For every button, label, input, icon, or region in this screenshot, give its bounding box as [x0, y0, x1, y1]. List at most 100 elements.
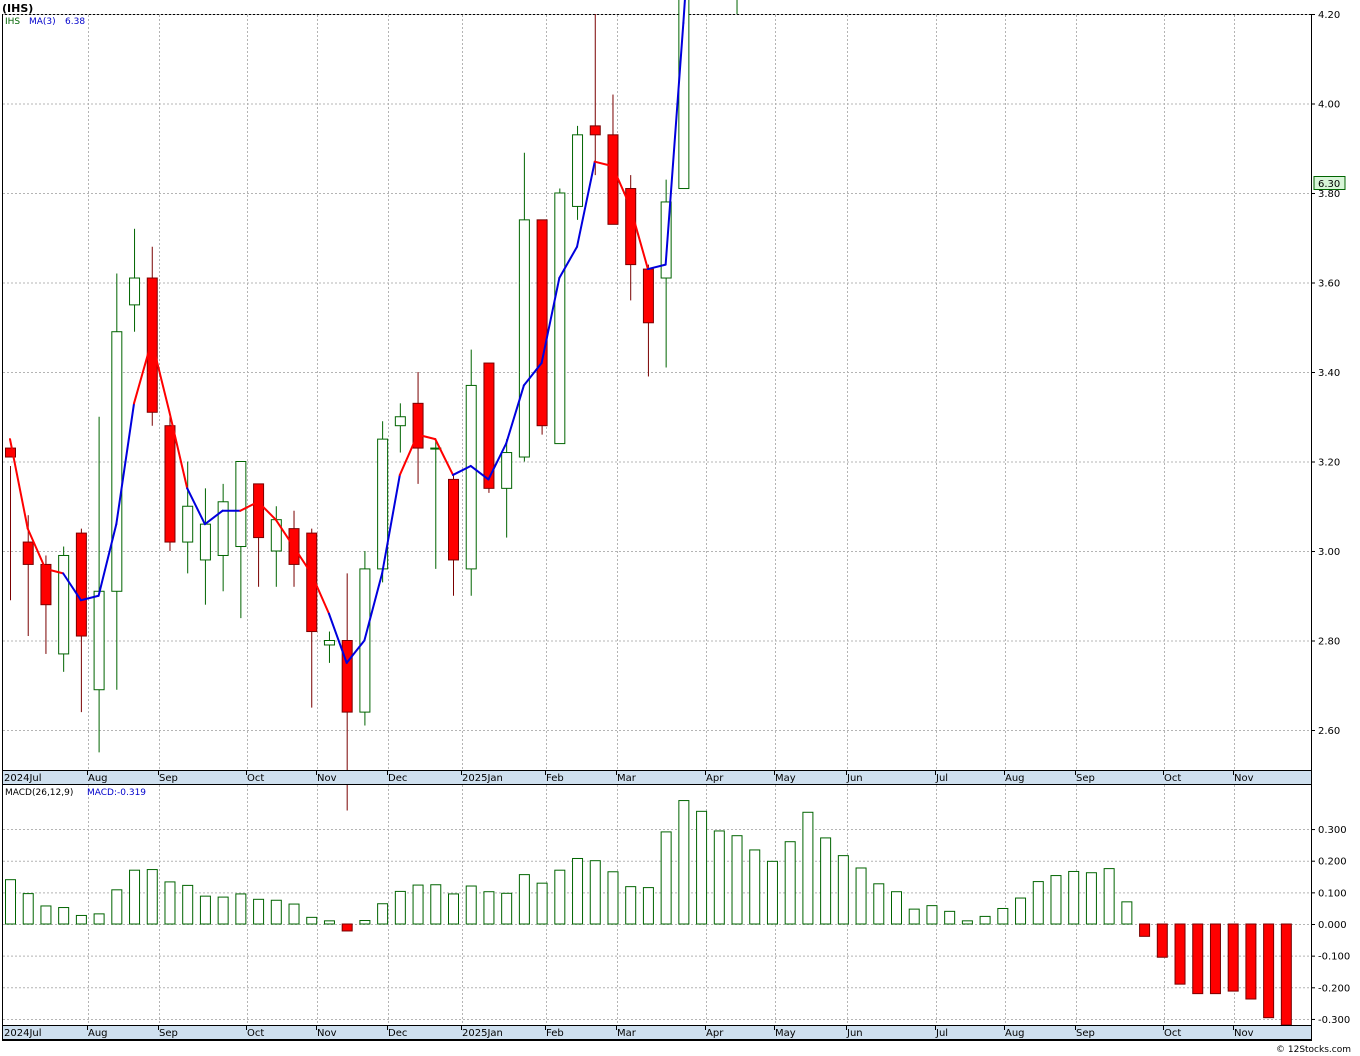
macd-bar-positive — [536, 882, 548, 925]
macd-bar-positive — [288, 903, 300, 925]
candle — [323, 631, 335, 663]
candle — [58, 546, 70, 672]
macd-bar-negative — [341, 923, 353, 932]
macd-bar-positive — [731, 835, 743, 925]
candle — [93, 416, 105, 753]
ma-segment — [44, 567, 65, 575]
candle — [394, 403, 406, 453]
ma-segment — [257, 500, 277, 521]
candle — [430, 439, 442, 569]
date-label: 2024Jul — [4, 1028, 42, 1039]
date-label: Sep — [159, 1028, 178, 1039]
candle — [377, 421, 389, 583]
candle-body-up — [554, 192, 566, 445]
macd-bar-positive — [1015, 897, 1027, 925]
candle — [111, 273, 123, 690]
candle — [518, 152, 530, 462]
macd-bar-positive — [1068, 870, 1080, 925]
candle — [660, 179, 672, 368]
price-tick-label: 2.60 — [1318, 726, 1340, 737]
ma-segment — [26, 527, 47, 570]
candle-body-up — [182, 505, 194, 543]
candle-body-up — [660, 201, 672, 279]
date-label: Jul — [935, 773, 948, 784]
ma-segment — [505, 384, 525, 445]
macd-date-strip — [2, 1025, 1312, 1040]
ma-segment — [239, 500, 260, 512]
ma-segment — [434, 438, 454, 476]
candle — [678, 0, 690, 190]
macd-bar-positive — [129, 869, 141, 925]
ma-segment — [398, 433, 419, 476]
chart-title: (IHS) — [2, 2, 33, 15]
candle-body-up — [465, 384, 477, 570]
candle — [736, 0, 738, 14]
candle-body-down — [483, 362, 495, 489]
date-label: Oct — [247, 1028, 264, 1039]
candle — [572, 125, 584, 220]
price-tick-label: 3.20 — [1318, 458, 1340, 469]
macd-bar-positive — [572, 857, 584, 925]
macd-bar-positive — [306, 916, 318, 925]
date-label: Oct — [1164, 773, 1181, 784]
candle — [253, 483, 265, 587]
macd-bar-negative — [1263, 923, 1275, 1019]
ma-segment — [381, 473, 401, 575]
price-tick-label: 3.80 — [1318, 189, 1340, 200]
price-tick-label: 3.40 — [1318, 368, 1340, 379]
candle-body-up — [93, 590, 105, 691]
candle-body-down — [589, 125, 601, 136]
ma-segment — [168, 411, 189, 490]
macd-tick-label: -0.100 — [1318, 952, 1350, 963]
date-label: Oct — [1164, 1028, 1181, 1039]
candle — [75, 528, 87, 713]
ma-segment — [274, 518, 295, 548]
macd-bar-positive — [1032, 881, 1044, 925]
candle — [642, 264, 654, 377]
date-label: Nov — [1234, 773, 1254, 784]
price-tick-label: 3.60 — [1318, 279, 1340, 290]
candle — [607, 94, 619, 225]
candle — [554, 188, 566, 445]
macd-bar-positive — [1121, 901, 1133, 925]
candle — [164, 416, 176, 551]
ma-segment — [292, 545, 313, 575]
candle-body-down — [306, 532, 318, 633]
ma-segment — [469, 464, 490, 481]
candle — [146, 246, 158, 426]
date-label: Nov — [1234, 1028, 1254, 1039]
price-legend-symbol: IHS — [5, 17, 20, 27]
candle-body-up — [111, 331, 123, 592]
macd-bar-positive — [1103, 868, 1115, 925]
candle — [589, 14, 601, 176]
macd-bar-positive — [235, 893, 247, 925]
macd-bar-positive — [58, 907, 70, 925]
date-label: Aug — [1005, 1028, 1025, 1039]
macd-bar-positive — [908, 908, 920, 925]
candle-body-down — [536, 219, 548, 427]
date-label: Sep — [1076, 1028, 1095, 1039]
macd-bar-positive — [607, 871, 619, 925]
macd-bar-positive — [589, 860, 601, 925]
macd-tick-label: 0.200 — [1318, 857, 1347, 868]
candle-body-up — [58, 554, 70, 655]
macd-bar-positive — [111, 889, 123, 925]
macd-bar-positive — [5, 879, 16, 925]
ma-segment — [452, 464, 472, 476]
ma-segment — [310, 572, 330, 615]
macd-legend-label: MACD(26,12,9) — [5, 788, 73, 798]
macd-bar-positive — [448, 893, 459, 925]
candle — [235, 461, 247, 619]
candle-body-up — [129, 277, 141, 306]
macd-panel-frame — [2, 784, 1312, 1041]
date-label: Aug — [88, 1028, 108, 1039]
ma-segment — [487, 442, 508, 481]
date-label: Sep — [159, 773, 178, 784]
macd-bar-negative — [1139, 923, 1151, 937]
macd-tick-label: 0.100 — [1318, 888, 1347, 899]
candle — [306, 528, 318, 708]
price-grid — [3, 14, 1311, 770]
candle — [270, 506, 282, 587]
price-tick-label: 4.20 — [1318, 10, 1340, 21]
candle-body-down — [253, 483, 265, 539]
